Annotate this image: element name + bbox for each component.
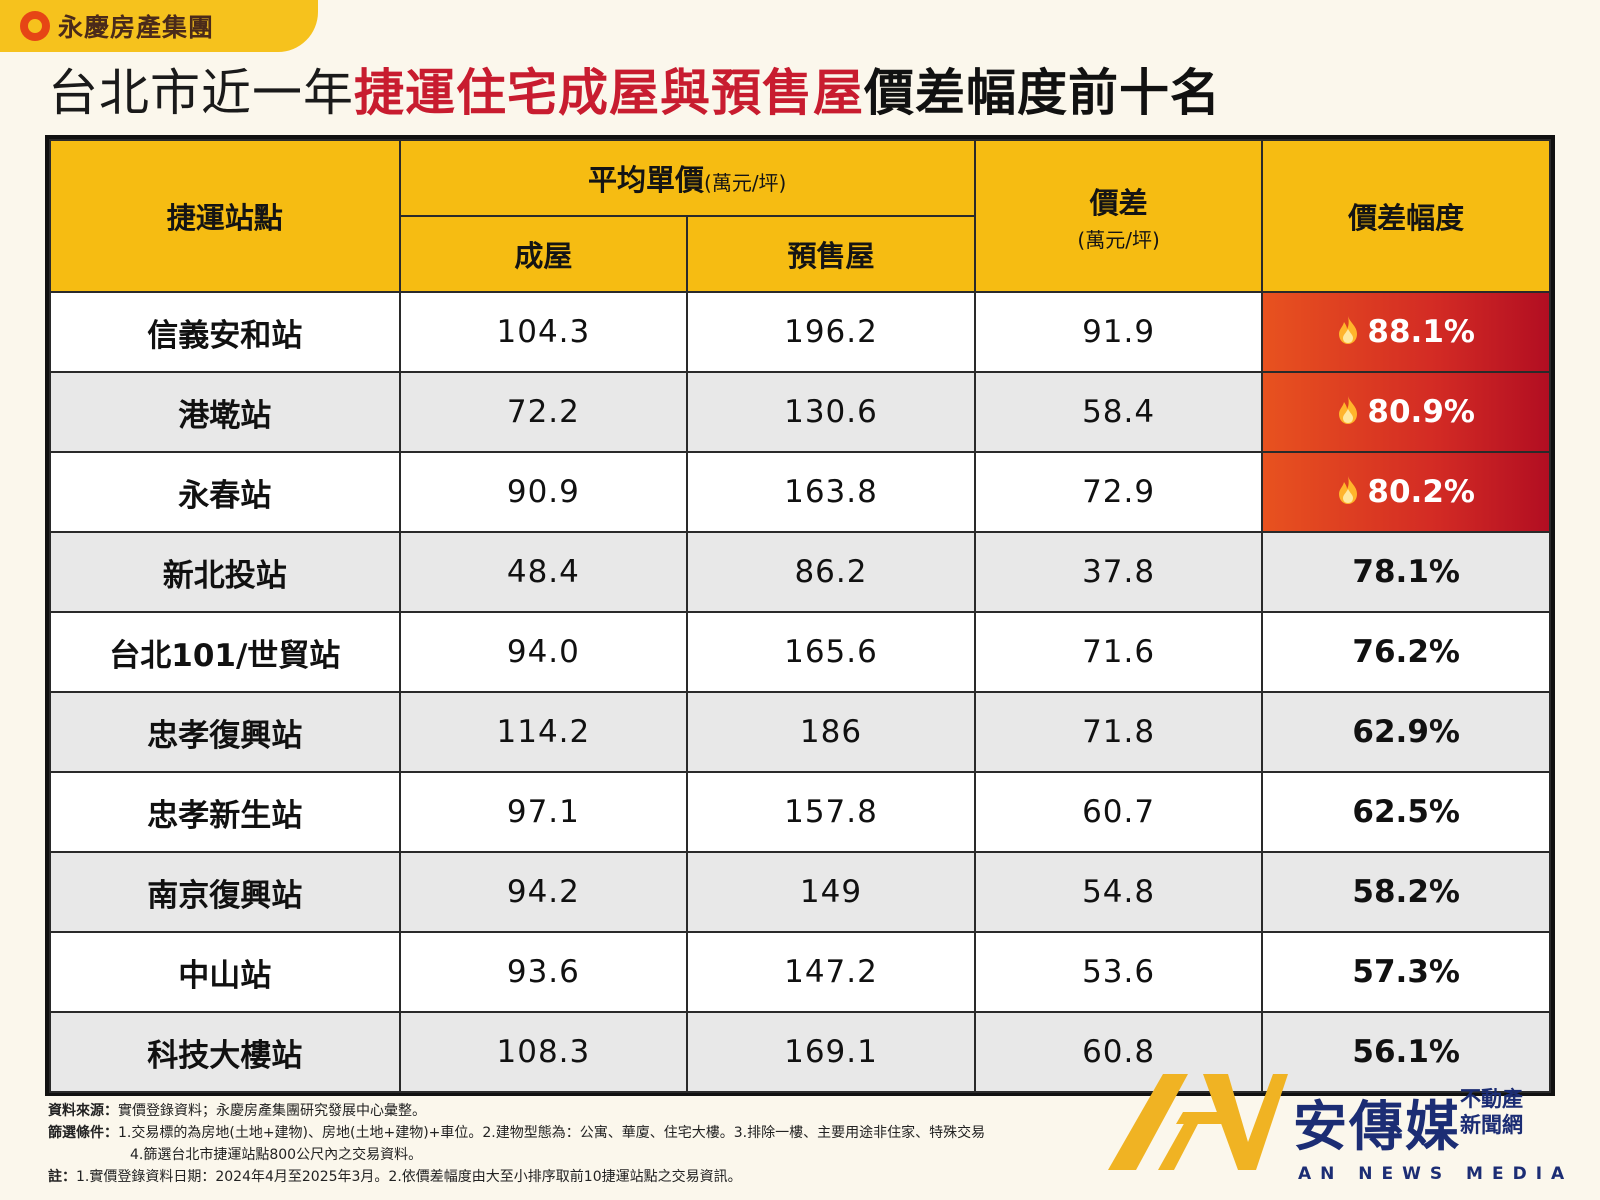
- header-station: 捷運站點: [49, 139, 401, 293]
- header-existing: 成屋: [398, 215, 689, 293]
- fire-icon: [1339, 476, 1358, 504]
- watermark-logo-icon: [1108, 1074, 1288, 1170]
- cell-station: 南京復興站: [49, 851, 401, 933]
- cell-station: 新北投站: [49, 531, 401, 613]
- cell-diff-pct: 57.3%: [1261, 931, 1551, 1013]
- source-note: 資料來源：實價登錄資料；永慶房產集團研究發展中心彙整。: [48, 1103, 426, 1119]
- cell-existing: 104.3: [398, 291, 689, 373]
- table-row: 永春站 90.9 163.8 72.9 80.2%: [49, 451, 1551, 533]
- cell-presale: 186: [686, 691, 976, 773]
- header-avg-price-unit: (萬元/坪): [704, 171, 787, 195]
- cell-diff-pct-value: 57.3%: [1352, 954, 1460, 990]
- header-diff-pct: 價差幅度: [1261, 139, 1551, 293]
- cell-diff: 71.8: [973, 691, 1264, 773]
- table-row: 忠孝復興站 114.2 186 71.8 62.9%: [49, 691, 1551, 773]
- cell-presale: 86.2: [686, 531, 976, 613]
- cell-station: 港墘站: [49, 371, 401, 453]
- watermark-english: AN NEWS MEDIA: [1298, 1164, 1574, 1184]
- table-row: 新北投站 48.4 86.2 37.8 78.1%: [49, 531, 1551, 613]
- footnotes: 資料來源：實價登錄資料；永慶房產集團研究發展中心彙整。 篩選條件：1.交易標的為…: [48, 1100, 1298, 1188]
- page-title: 台北市近一年捷運住宅成屋與預售屋價差幅度前十名: [48, 58, 1221, 128]
- cell-station: 忠孝復興站: [49, 691, 401, 773]
- title-part-2: 捷運住宅成屋與預售屋: [354, 64, 864, 122]
- cell-diff-pct: 62.5%: [1261, 771, 1551, 853]
- cell-station: 台北101/世貿站: [49, 611, 401, 693]
- brand-tab: 永慶房產集團: [0, 0, 318, 52]
- remark-note: 註：1.實價登錄資料日期：2024年4月至2025年3月。2.依價差幅度由大至小…: [48, 1169, 742, 1185]
- cell-station: 信義安和站: [49, 291, 401, 373]
- cell-existing: 93.6: [398, 931, 689, 1013]
- title-part-3: 價差幅度前十名: [864, 64, 1221, 122]
- cell-diff: 58.4: [973, 371, 1264, 453]
- cell-diff-pct: 80.2%: [1261, 451, 1551, 533]
- watermark: 安傳媒 不動產 新聞網 AN NEWS MEDIA: [1108, 1072, 1578, 1194]
- cell-diff-pct-value: 80.9%: [1367, 394, 1475, 430]
- table-row: 港墘站 72.2 130.6 58.4 80.9%: [49, 371, 1551, 453]
- cell-diff-pct: 80.9%: [1261, 371, 1551, 453]
- cell-diff-pct-value: 62.5%: [1352, 794, 1460, 830]
- cell-presale: 163.8: [686, 451, 976, 533]
- table-row: 信義安和站 104.3 196.2 91.9 88.1%: [49, 291, 1551, 373]
- cell-diff-pct-value: 80.2%: [1367, 474, 1475, 510]
- header-avg-price: 平均單價(萬元/坪): [398, 139, 976, 217]
- brand-logo-icon: [20, 11, 50, 41]
- cell-diff-pct-value: 78.1%: [1352, 554, 1460, 590]
- cell-diff: 72.9: [973, 451, 1264, 533]
- title-part-1: 台北市近一年: [48, 64, 354, 122]
- cell-diff-pct: 58.2%: [1261, 851, 1551, 933]
- brand-name: 永慶房產集團: [58, 13, 215, 42]
- cell-diff: 91.9: [973, 291, 1264, 373]
- table-row: 忠孝新生站 97.1 157.8 60.7 62.5%: [49, 771, 1551, 853]
- cell-existing: 108.3: [398, 1011, 689, 1093]
- cell-diff: 54.8: [973, 851, 1264, 933]
- watermark-name: 安傳媒: [1293, 1095, 1461, 1158]
- cell-diff-pct: 76.2%: [1261, 611, 1551, 693]
- cell-station: 永春站: [49, 451, 401, 533]
- price-gap-table: 捷運站點 平均單價(萬元/坪) 價差 (萬元/坪) 價差幅度 成屋 預售屋 信義安…: [45, 135, 1555, 1096]
- table-row: 南京復興站 94.2 149 54.8 58.2%: [49, 851, 1551, 933]
- table-row: 台北101/世貿站 94.0 165.6 71.6 76.2%: [49, 611, 1551, 693]
- cell-presale: 157.8: [686, 771, 976, 853]
- cell-diff-pct: 78.1%: [1261, 531, 1551, 613]
- cell-existing: 48.4: [398, 531, 689, 613]
- table-row: 科技大樓站 108.3 169.1 60.8 56.1%: [49, 1011, 1551, 1093]
- watermark-tag: 不動產 新聞網: [1460, 1087, 1523, 1137]
- cell-existing: 94.2: [398, 851, 689, 933]
- cell-existing: 97.1: [398, 771, 689, 853]
- header-diff: 價差 (萬元/坪): [973, 139, 1264, 293]
- cell-diff-pct: 56.1%: [1261, 1011, 1551, 1093]
- cell-station: 中山站: [49, 931, 401, 1013]
- cell-diff-pct-value: 76.2%: [1352, 634, 1460, 670]
- cell-presale: 147.2: [686, 931, 976, 1013]
- criteria-note-2: 4.篩選台北市捷運站點800公尺內之交易資料。: [130, 1147, 423, 1163]
- cell-diff: 53.6: [973, 931, 1264, 1013]
- cell-existing: 90.9: [398, 451, 689, 533]
- cell-diff-pct-value: 62.9%: [1352, 714, 1460, 750]
- cell-diff-pct-value: 88.1%: [1367, 314, 1475, 350]
- cell-diff: 60.7: [973, 771, 1264, 853]
- cell-diff-pct-value: 56.1%: [1352, 1034, 1460, 1070]
- fire-icon: [1339, 316, 1358, 344]
- cell-presale: 196.2: [686, 291, 976, 373]
- cell-diff-pct: 62.9%: [1261, 691, 1551, 773]
- fire-icon: [1339, 396, 1358, 424]
- criteria-note: 篩選條件：1.交易標的為房地(土地+建物)、房地(土地+建物)+車位。2.建物型…: [48, 1125, 986, 1141]
- table-row: 中山站 93.6 147.2 53.6 57.3%: [49, 931, 1551, 1013]
- cell-existing: 114.2: [398, 691, 689, 773]
- cell-presale: 169.1: [686, 1011, 976, 1093]
- cell-presale: 165.6: [686, 611, 976, 693]
- cell-diff: 37.8: [973, 531, 1264, 613]
- cell-station: 忠孝新生站: [49, 771, 401, 853]
- cell-diff-pct-value: 58.2%: [1352, 874, 1460, 910]
- cell-presale: 130.6: [686, 371, 976, 453]
- cell-station: 科技大樓站: [49, 1011, 401, 1093]
- header-presale: 預售屋: [686, 215, 976, 293]
- cell-diff: 60.8: [973, 1011, 1264, 1093]
- cell-existing: 94.0: [398, 611, 689, 693]
- header-diff-unit: (萬元/坪): [1077, 227, 1160, 252]
- cell-existing: 72.2: [398, 371, 689, 453]
- cell-diff-pct: 88.1%: [1261, 291, 1551, 373]
- cell-diff: 71.6: [973, 611, 1264, 693]
- cell-presale: 149: [686, 851, 976, 933]
